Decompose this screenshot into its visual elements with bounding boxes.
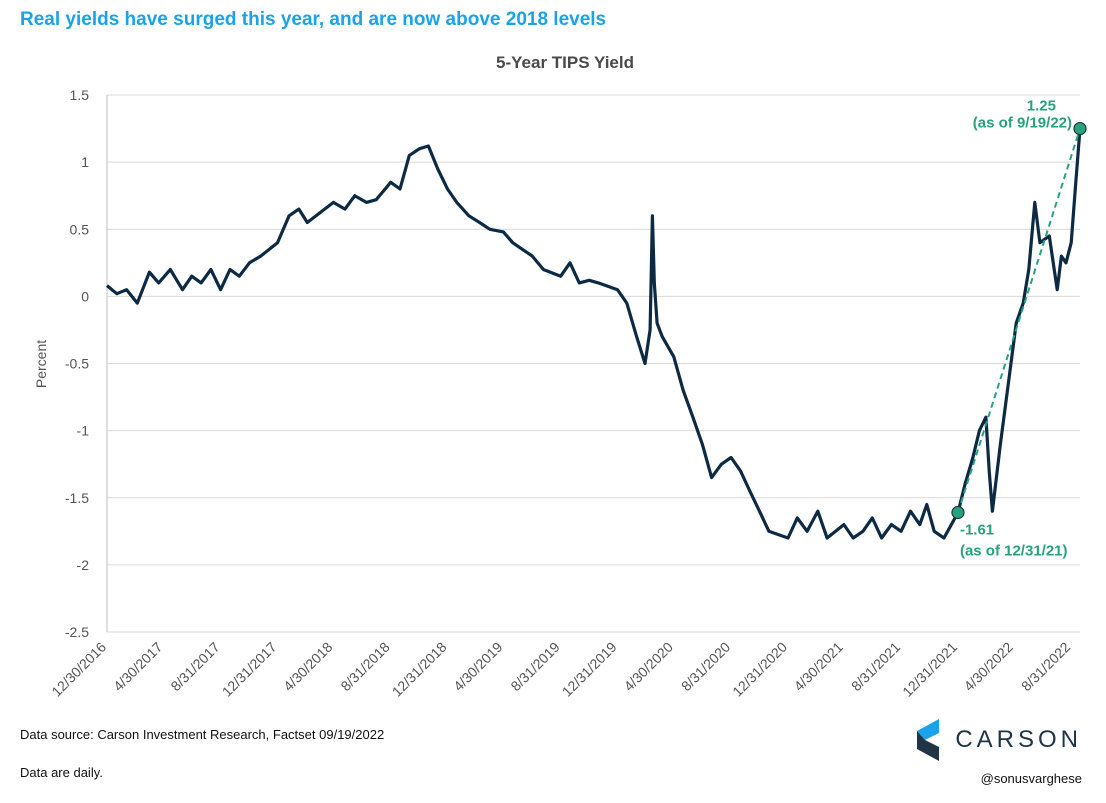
- x-tick-label: 4/30/2020: [621, 639, 677, 695]
- annotation-value: -1.61: [960, 522, 994, 539]
- carson-logo-text: CARSON: [955, 726, 1082, 753]
- carson-logo: CARSON: [917, 718, 1082, 762]
- y-tick-label: -2.5: [65, 624, 89, 640]
- y-tick-label: -1: [77, 423, 90, 439]
- headline: Real yields have surged this year, and a…: [20, 9, 607, 30]
- trend-line: [957, 128, 1081, 513]
- y-tick-label: 0.5: [70, 221, 90, 237]
- x-tick-label: 12/31/2019: [559, 639, 620, 700]
- data-note: Data are daily.: [20, 765, 103, 780]
- x-tick-label: 4/30/2017: [110, 639, 166, 695]
- annotation-marker: [951, 505, 965, 520]
- x-tick-label: 12/31/2020: [729, 639, 790, 700]
- y-tick-label: -2: [77, 557, 90, 573]
- x-tick-label: 4/30/2019: [450, 639, 506, 695]
- x-tick-label: 12/31/2017: [219, 639, 280, 700]
- annotation-date: (as of 9/19/22): [973, 115, 1072, 132]
- x-tick-label: 12/31/2018: [389, 639, 450, 700]
- y-tick-labels: 1.5 1 0.5 0 -0.5 -1 -1.5 -2 -2.5: [65, 87, 89, 640]
- x-tick-label: 12/31/2021: [899, 639, 960, 700]
- carson-logo-icon: [917, 719, 940, 761]
- y-tick-label: 1: [81, 154, 89, 170]
- x-tick-label: 8/31/2022: [1018, 639, 1074, 695]
- x-tick-label: 8/31/2018: [337, 639, 393, 695]
- annotation-marker: [1073, 121, 1087, 136]
- x-tick-label: 8/31/2020: [678, 639, 734, 695]
- x-tick-label: 8/31/2017: [167, 639, 223, 695]
- gridlines: [107, 94, 1080, 633]
- annotation-date: (as of 12/31/21): [960, 543, 1068, 560]
- chart-title: 5-Year TIPS Yield: [496, 53, 634, 72]
- x-tick-label: 8/31/2021: [848, 639, 904, 695]
- y-tick-label: -1.5: [65, 490, 89, 506]
- series-line-5yr-tips: [105, 128, 1082, 540]
- annotations: -1.61 (as of 12/31/21) 1.25(as of 9/19/22): [951, 98, 1087, 560]
- data-source: Data source: Carson Investment Research,…: [20, 727, 385, 742]
- y-tick-label: 1.5: [70, 87, 90, 103]
- y-tick-label: -0.5: [65, 356, 89, 372]
- author-handle: @sonusvarghese: [980, 771, 1082, 786]
- x-tick-label: 4/30/2018: [280, 639, 336, 695]
- x-tick-label: 4/30/2022: [961, 639, 1017, 695]
- x-tick-label: 8/31/2019: [507, 639, 563, 695]
- x-tick-label: 12/30/2016: [48, 639, 109, 700]
- x-tick-label: 4/30/2021: [791, 639, 847, 695]
- y-axis-label: Percent: [33, 340, 49, 388]
- y-tick-label: 0: [81, 288, 89, 304]
- annotation-value: 1.25: [1027, 98, 1056, 115]
